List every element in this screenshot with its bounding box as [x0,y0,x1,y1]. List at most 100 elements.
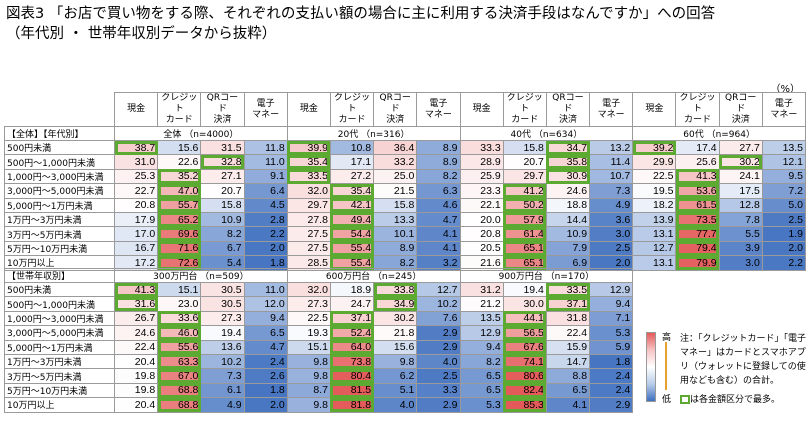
value-cell: 20.5 [459,240,504,257]
value-cell: 4.1 [545,397,591,413]
value-cell: 15.8 [373,197,418,213]
value-cell: 7.9 [545,240,591,257]
amount-label: 1万円〜3万円未満 [4,211,115,228]
value-cell: 19.4 [502,281,547,298]
value-cell: 10.2 [200,353,245,370]
value-cell: 41.3 [675,168,720,185]
value-cell: 12.8 [718,197,763,213]
value-cell: 22.6 [157,154,202,170]
value-cell: 68.8 [157,382,202,399]
value-cell: 23.3 [459,183,504,199]
value-cell: 19.4 [200,325,245,341]
value-cell: 65.1 [502,240,547,257]
value-cell: 52.4 [329,325,375,341]
value-cell: 30.2 [718,154,763,170]
value-cell: 35.4 [329,183,375,199]
table-row: 10万円以上 20.4 68.8 4.9 2.0 9.8 81.8 4.0 2.9 5.3 85.3… [4,397,634,413]
group-name: 60代 （n=964） [632,126,806,141]
value-cell: 63.3 [157,353,202,370]
value-cell: 7.2 [761,183,807,199]
value-cell: 30.0 [502,296,547,312]
value-cell: 29.7 [286,197,331,213]
column-header: 現金 [459,92,504,127]
highlight-box-icon [680,395,690,404]
value-cell: 41.3 [113,281,159,298]
value-cell: 4.6 [416,197,461,213]
table-row: 5万円〜10万円未満 19.8 68.8 6.1 1.8 8.7 81.5 5.1 3.3 6.5… [4,382,634,399]
value-cell: 12.1 [761,154,807,170]
amount-label: 500円未満 [4,281,115,298]
column-header: 電子 マネー [589,92,634,127]
value-cell: 55.6 [157,339,202,355]
value-cell: 64.0 [329,339,375,355]
amount-label: 500円〜1,000円未満 [4,296,115,312]
value-cell: 7.3 [200,368,245,384]
value-cell: 29.7 [502,168,547,185]
value-cell: 10.7 [589,168,634,185]
value-cell: 4.9 [200,397,245,413]
legend-arrow [665,342,667,390]
column-header: 現金 [632,92,677,127]
value-cell: 2.8 [243,211,288,228]
value-cell: 1.8 [243,255,288,271]
value-cell: 33.3 [459,139,504,156]
value-cell: 7.3 [589,183,634,199]
value-cell: 23.0 [157,296,202,312]
value-cell: 31.8 [545,310,591,327]
value-cell: 31.5 [200,139,245,156]
value-cell: 32.8 [200,154,245,170]
value-cell: 6.1 [200,382,245,399]
section-label: 【世帯年収別】 [4,268,115,283]
value-cell: 12.9 [589,281,634,298]
value-cell: 30.5 [200,296,245,312]
value-cell: 22.5 [632,168,677,185]
value-cell: 21.5 [373,183,418,199]
amount-label: 10万円以上 [4,397,115,413]
value-cell: 6.7 [200,240,245,257]
value-cell: 69.6 [157,226,202,242]
legend-best-text: は各金額区分で最多。 [690,395,781,405]
value-cell: 79.4 [675,240,720,257]
table-row: 3,000円〜5,000円未満 24.6 46.0 19.4 6.5 19.3 52.4 21… [4,325,634,341]
value-cell: 6.2 [373,368,418,384]
value-cell: 2.6 [243,368,288,384]
value-cell: 26.7 [113,310,159,327]
value-cell: 2.4 [589,382,634,399]
column-header: クレジット カード [329,92,375,127]
amount-label: 3,000円〜5,000円未満 [4,183,115,199]
value-cell: 3.0 [718,255,763,271]
column-header: QRコード 決済 [373,92,418,127]
value-cell: 37.1 [329,310,375,327]
value-cell: 9.8 [286,368,331,384]
value-cell: 35.2 [157,168,202,185]
value-cell: 2.4 [589,368,634,384]
value-cell: 13.1 [632,255,677,271]
value-cell: 27.7 [718,139,763,156]
value-cell: 9.5 [761,168,807,185]
amount-label: 1,000円〜3,000円未満 [4,168,115,185]
value-cell: 2.5 [761,211,807,228]
value-cell: 8.7 [286,382,331,399]
column-header: 電子 マネー [243,92,288,127]
value-cell: 2.2 [243,226,288,242]
value-cell: 11.0 [243,154,288,170]
value-cell: 15.6 [373,339,418,355]
value-cell: 15.1 [286,339,331,355]
value-cell: 8.9 [373,240,418,257]
value-cell: 54.4 [329,226,375,242]
value-cell: 2.9 [416,339,461,355]
value-cell: 12.9 [459,325,504,341]
header-blank [4,92,115,127]
column-header: 電子 マネー [761,92,807,127]
value-cell: 31.2 [459,281,504,298]
value-cell: 53.6 [675,183,720,199]
value-cell: 20.7 [200,183,245,199]
value-cell: 9.8 [286,397,331,413]
value-cell: 3.9 [718,240,763,257]
value-cell: 50.2 [502,197,547,213]
value-cell: 1.9 [761,226,807,242]
value-cell: 17.1 [329,154,375,170]
value-cell: 5.5 [718,226,763,242]
legend-low: 低 [662,395,672,405]
value-cell: 80.6 [502,368,547,384]
